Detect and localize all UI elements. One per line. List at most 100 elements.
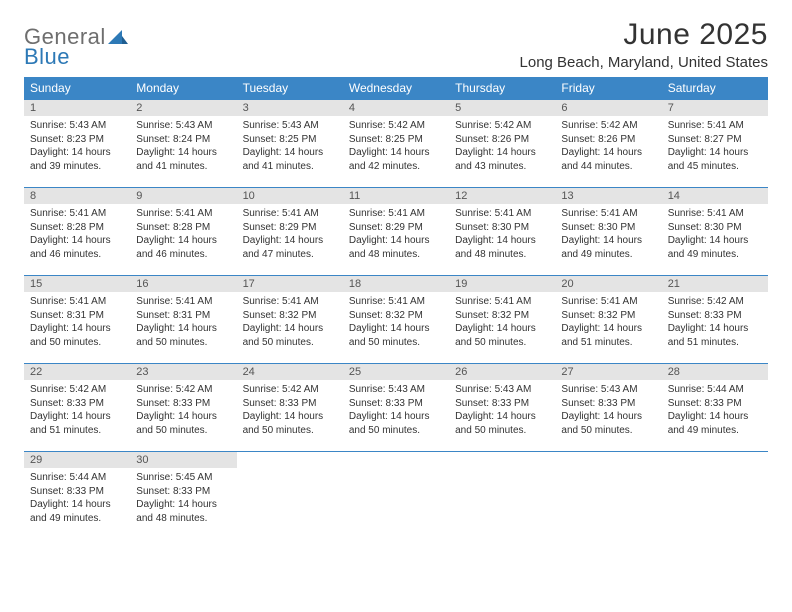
calendar-day-cell: 17Sunrise: 5:41 AMSunset: 8:32 PMDayligh… <box>237 276 343 364</box>
weekday-header: Friday <box>555 77 661 100</box>
sunrise-text: Sunrise: 5:41 AM <box>455 295 549 309</box>
sunrise-text: Sunrise: 5:42 AM <box>561 119 655 133</box>
day-details: Sunrise: 5:43 AMSunset: 8:33 PMDaylight:… <box>343 380 449 441</box>
sunrise-text: Sunrise: 5:43 AM <box>30 119 124 133</box>
sunset-text: Sunset: 8:25 PM <box>349 133 443 147</box>
day-details: Sunrise: 5:42 AMSunset: 8:33 PMDaylight:… <box>130 380 236 441</box>
daylight-text: Daylight: 14 hours and 44 minutes. <box>561 146 655 173</box>
sunrise-text: Sunrise: 5:41 AM <box>349 295 443 309</box>
day-details: Sunrise: 5:43 AMSunset: 8:25 PMDaylight:… <box>237 116 343 177</box>
daylight-text: Daylight: 14 hours and 50 minutes. <box>243 410 337 437</box>
daylight-text: Daylight: 14 hours and 50 minutes. <box>243 322 337 349</box>
sunrise-text: Sunrise: 5:42 AM <box>243 383 337 397</box>
day-details: Sunrise: 5:42 AMSunset: 8:26 PMDaylight:… <box>449 116 555 177</box>
calendar-day-cell: 20Sunrise: 5:41 AMSunset: 8:32 PMDayligh… <box>555 276 661 364</box>
sunset-text: Sunset: 8:26 PM <box>455 133 549 147</box>
day-number: 13 <box>555 188 661 204</box>
weekday-header: Tuesday <box>237 77 343 100</box>
sunset-text: Sunset: 8:30 PM <box>668 221 762 235</box>
calendar-week-row: 29Sunrise: 5:44 AMSunset: 8:33 PMDayligh… <box>24 452 768 540</box>
sunset-text: Sunset: 8:30 PM <box>561 221 655 235</box>
day-number: 8 <box>24 188 130 204</box>
sunset-text: Sunset: 8:31 PM <box>136 309 230 323</box>
calendar-day-cell: 1Sunrise: 5:43 AMSunset: 8:23 PMDaylight… <box>24 100 130 188</box>
sunset-text: Sunset: 8:33 PM <box>668 309 762 323</box>
sunrise-text: Sunrise: 5:41 AM <box>30 207 124 221</box>
calendar-day-cell: 30Sunrise: 5:45 AMSunset: 8:33 PMDayligh… <box>130 452 236 540</box>
daylight-text: Daylight: 14 hours and 50 minutes. <box>136 410 230 437</box>
daylight-text: Daylight: 14 hours and 48 minutes. <box>349 234 443 261</box>
calendar-day-cell: 26Sunrise: 5:43 AMSunset: 8:33 PMDayligh… <box>449 364 555 452</box>
calendar-day-cell: 22Sunrise: 5:42 AMSunset: 8:33 PMDayligh… <box>24 364 130 452</box>
sunrise-text: Sunrise: 5:43 AM <box>561 383 655 397</box>
day-details: Sunrise: 5:41 AMSunset: 8:31 PMDaylight:… <box>130 292 236 353</box>
sunrise-text: Sunrise: 5:42 AM <box>455 119 549 133</box>
sunset-text: Sunset: 8:32 PM <box>561 309 655 323</box>
calendar-day-cell: 4Sunrise: 5:42 AMSunset: 8:25 PMDaylight… <box>343 100 449 188</box>
day-number: 9 <box>130 188 236 204</box>
daylight-text: Daylight: 14 hours and 51 minutes. <box>561 322 655 349</box>
daylight-text: Daylight: 14 hours and 41 minutes. <box>243 146 337 173</box>
daylight-text: Daylight: 14 hours and 49 minutes. <box>668 410 762 437</box>
calendar-day-cell: 3Sunrise: 5:43 AMSunset: 8:25 PMDaylight… <box>237 100 343 188</box>
calendar-empty-cell <box>449 452 555 540</box>
calendar-day-cell: 5Sunrise: 5:42 AMSunset: 8:26 PMDaylight… <box>449 100 555 188</box>
weekday-header: Sunday <box>24 77 130 100</box>
sunrise-text: Sunrise: 5:41 AM <box>243 207 337 221</box>
calendar-day-cell: 25Sunrise: 5:43 AMSunset: 8:33 PMDayligh… <box>343 364 449 452</box>
calendar-day-cell: 13Sunrise: 5:41 AMSunset: 8:30 PMDayligh… <box>555 188 661 276</box>
calendar-day-cell: 7Sunrise: 5:41 AMSunset: 8:27 PMDaylight… <box>662 100 768 188</box>
sunrise-text: Sunrise: 5:42 AM <box>668 295 762 309</box>
daylight-text: Daylight: 14 hours and 50 minutes. <box>30 322 124 349</box>
day-number: 16 <box>130 276 236 292</box>
calendar-day-cell: 11Sunrise: 5:41 AMSunset: 8:29 PMDayligh… <box>343 188 449 276</box>
sunset-text: Sunset: 8:31 PM <box>30 309 124 323</box>
calendar-empty-cell <box>662 452 768 540</box>
weekday-header: Saturday <box>662 77 768 100</box>
day-number: 15 <box>24 276 130 292</box>
sunrise-text: Sunrise: 5:41 AM <box>561 295 655 309</box>
sunrise-text: Sunrise: 5:42 AM <box>136 383 230 397</box>
sunset-text: Sunset: 8:24 PM <box>136 133 230 147</box>
day-details: Sunrise: 5:41 AMSunset: 8:32 PMDaylight:… <box>343 292 449 353</box>
daylight-text: Daylight: 14 hours and 49 minutes. <box>30 498 124 525</box>
sunset-text: Sunset: 8:28 PM <box>136 221 230 235</box>
sunset-text: Sunset: 8:27 PM <box>668 133 762 147</box>
calendar-day-cell: 21Sunrise: 5:42 AMSunset: 8:33 PMDayligh… <box>662 276 768 364</box>
weekday-header-row: Sunday Monday Tuesday Wednesday Thursday… <box>24 77 768 100</box>
day-details: Sunrise: 5:43 AMSunset: 8:23 PMDaylight:… <box>24 116 130 177</box>
location-label: Long Beach, Maryland, United States <box>520 54 768 71</box>
day-number: 21 <box>662 276 768 292</box>
weekday-header: Thursday <box>449 77 555 100</box>
daylight-text: Daylight: 14 hours and 49 minutes. <box>561 234 655 261</box>
day-details: Sunrise: 5:41 AMSunset: 8:29 PMDaylight:… <box>237 204 343 265</box>
daylight-text: Daylight: 14 hours and 50 minutes. <box>349 410 443 437</box>
sunset-text: Sunset: 8:32 PM <box>243 309 337 323</box>
daylight-text: Daylight: 14 hours and 46 minutes. <box>30 234 124 261</box>
day-details: Sunrise: 5:41 AMSunset: 8:30 PMDaylight:… <box>555 204 661 265</box>
calendar-day-cell: 9Sunrise: 5:41 AMSunset: 8:28 PMDaylight… <box>130 188 236 276</box>
day-number: 17 <box>237 276 343 292</box>
day-number: 24 <box>237 364 343 380</box>
day-number: 7 <box>662 100 768 116</box>
sunset-text: Sunset: 8:33 PM <box>30 485 124 499</box>
daylight-text: Daylight: 14 hours and 46 minutes. <box>136 234 230 261</box>
sunrise-text: Sunrise: 5:44 AM <box>30 471 124 485</box>
day-number: 20 <box>555 276 661 292</box>
calendar-day-cell: 10Sunrise: 5:41 AMSunset: 8:29 PMDayligh… <box>237 188 343 276</box>
calendar-day-cell: 8Sunrise: 5:41 AMSunset: 8:28 PMDaylight… <box>24 188 130 276</box>
calendar-day-cell: 27Sunrise: 5:43 AMSunset: 8:33 PMDayligh… <box>555 364 661 452</box>
daylight-text: Daylight: 14 hours and 48 minutes. <box>455 234 549 261</box>
day-details: Sunrise: 5:41 AMSunset: 8:32 PMDaylight:… <box>555 292 661 353</box>
calendar-day-cell: 18Sunrise: 5:41 AMSunset: 8:32 PMDayligh… <box>343 276 449 364</box>
day-number: 25 <box>343 364 449 380</box>
day-details: Sunrise: 5:41 AMSunset: 8:30 PMDaylight:… <box>449 204 555 265</box>
day-number: 5 <box>449 100 555 116</box>
calendar-empty-cell <box>343 452 449 540</box>
logo-text-block: General Blue <box>24 24 128 70</box>
sunrise-text: Sunrise: 5:42 AM <box>349 119 443 133</box>
sunrise-text: Sunrise: 5:43 AM <box>349 383 443 397</box>
day-number: 22 <box>24 364 130 380</box>
day-details: Sunrise: 5:42 AMSunset: 8:33 PMDaylight:… <box>662 292 768 353</box>
day-number: 28 <box>662 364 768 380</box>
